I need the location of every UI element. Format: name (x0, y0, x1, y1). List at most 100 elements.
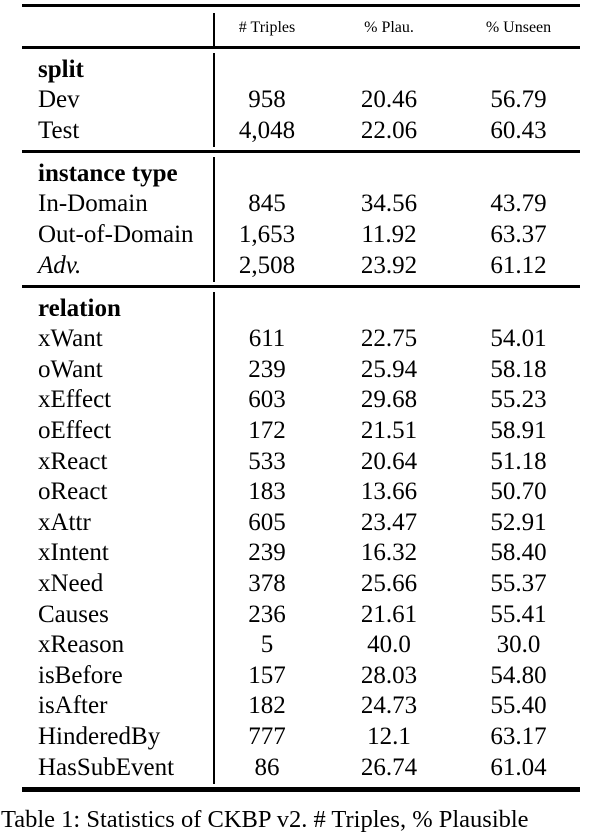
row-label: oWant (38, 355, 103, 383)
section-rule (22, 150, 580, 153)
table-row: xWant 611 22.75 54.01 (22, 324, 580, 355)
empty-cell (457, 294, 580, 325)
row-value: 29.68 (360, 386, 418, 414)
row-value: 157 (248, 661, 286, 689)
row-label: Dev (38, 86, 80, 114)
row-value: 63.37 (490, 220, 547, 248)
row-value: 23.47 (360, 508, 418, 536)
row-value: 55.23 (490, 386, 547, 414)
row-value: 378 (248, 570, 286, 597)
table-row: isBefore 157 28.03 54.80 (22, 661, 580, 692)
empty-cell (213, 159, 321, 190)
row-value: 55.37 (490, 570, 547, 597)
column-header-triples: # Triples (238, 19, 296, 36)
row-label: xNeed (38, 570, 104, 597)
row-value: 239 (248, 355, 286, 383)
row-label: Test (38, 116, 80, 144)
row-value: 25.66 (360, 570, 418, 597)
row-value: 777 (248, 722, 286, 750)
row-value: 172 (248, 417, 286, 445)
table-caption: Table 1: Statistics of CKBP v2. # Triple… (1, 806, 529, 833)
row-label: oEffect (38, 417, 112, 445)
section-header-row: instance type (22, 159, 580, 190)
row-label: HinderedBy (38, 722, 161, 750)
table-row: xReact 533 20.64 51.18 (22, 447, 580, 478)
row-value: 533 (248, 447, 286, 475)
row-label: In-Domain (38, 190, 148, 218)
row-label: xEffect (38, 386, 112, 414)
table-row: Dev 958 20.46 56.79 (22, 85, 580, 116)
row-value: 56.79 (490, 86, 547, 114)
empty-cell (457, 55, 580, 86)
row-value: 605 (248, 508, 286, 536)
row-value: 16.32 (360, 539, 418, 567)
empty-cell (213, 294, 321, 325)
row-value: 58.18 (490, 355, 547, 383)
row-value: 12.1 (367, 722, 411, 750)
row-value: 34.56 (360, 190, 418, 218)
section-header-label: instance type (38, 159, 178, 187)
row-value: 40.0 (367, 631, 411, 659)
table-row: In-Domain 845 34.56 43.79 (22, 189, 580, 220)
row-value: 20.46 (360, 86, 418, 114)
header-rule (22, 46, 580, 49)
row-label: xReact (38, 447, 108, 475)
table-row: Adv. 2,508 23.92 61.12 (22, 251, 580, 282)
row-value: 58.40 (490, 539, 547, 567)
section-header-label: relation (38, 294, 121, 322)
empty-cell (321, 159, 457, 190)
empty-cell (321, 55, 457, 86)
row-value: 4,048 (238, 116, 296, 144)
row-value: 2,508 (238, 251, 296, 279)
table-section: relation xWant 611 22.75 54.01 oWant 239 25.94 5… (22, 288, 580, 788)
row-label: Causes (38, 600, 109, 628)
row-value: 58.91 (490, 417, 547, 445)
row-label: HasSubEvent (38, 753, 175, 781)
row-value: 845 (248, 190, 286, 218)
table-row: oEffect 172 21.51 58.91 (22, 416, 580, 447)
row-value: 958 (248, 86, 286, 114)
row-value: 54.01 (490, 325, 547, 353)
row-label: Out-of-Domain (38, 220, 194, 248)
section-rule (22, 285, 580, 288)
bottom-rule (22, 787, 580, 792)
table-row: Causes 236 21.61 55.41 (22, 600, 580, 631)
column-divider (213, 291, 215, 785)
table-row: Test 4,048 22.06 60.43 (22, 116, 580, 147)
row-value: 22.75 (360, 325, 418, 353)
statistics-table: # Triples % Plau. % Unseen split Dev 958 20… (22, 0, 580, 792)
table-row: xReason 5 40.0 30.0 (22, 630, 580, 661)
empty-cell (321, 294, 457, 325)
row-value: 50.70 (490, 478, 547, 506)
table-row: oReact 183 13.66 50.70 (22, 477, 580, 508)
table-row: HinderedBy 777 12.1 63.17 (22, 722, 580, 753)
section-header-label: split (38, 55, 84, 83)
row-label: xAttr (38, 508, 91, 536)
row-value: 30.0 (496, 631, 541, 659)
row-value: 51.18 (490, 447, 547, 475)
table-row: xNeed 378 25.66 55.37 (22, 569, 580, 600)
row-value: 60.43 (490, 116, 547, 144)
row-value: 61.12 (490, 251, 547, 279)
empty-cell (213, 55, 321, 86)
column-divider (213, 156, 215, 283)
row-label: xReason (38, 631, 125, 659)
table-row: isAfter 182 24.73 55.40 (22, 691, 580, 722)
row-label: isBefore (38, 661, 123, 689)
row-value: 61.04 (490, 753, 547, 781)
row-value: 11.92 (361, 220, 417, 248)
row-value: 183 (248, 478, 286, 506)
row-value: 55.41 (490, 600, 547, 628)
table-row: HasSubEvent 86 26.74 61.04 (22, 753, 580, 784)
table-header-row: # Triples % Plau. % Unseen (22, 7, 580, 46)
row-value: 86 (254, 753, 280, 781)
row-value: 22.06 (360, 116, 418, 144)
column-header-unseen: % Unseen (485, 19, 552, 36)
row-value: 239 (248, 539, 286, 567)
row-value: 26.74 (360, 753, 418, 781)
row-value: 24.73 (360, 692, 418, 720)
table-row: Out-of-Domain 1,653 11.92 63.37 (22, 220, 580, 251)
row-value: 182 (248, 692, 286, 720)
table-row: xAttr 605 23.47 52.91 (22, 508, 580, 539)
row-label: xIntent (38, 539, 109, 567)
